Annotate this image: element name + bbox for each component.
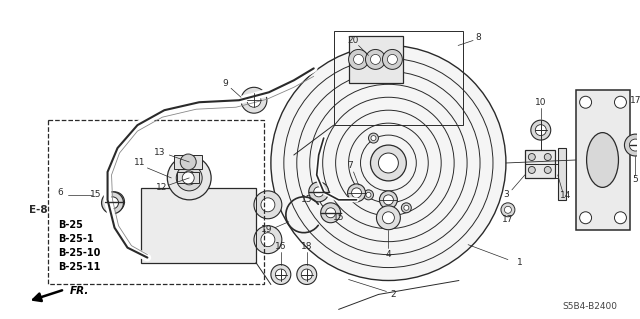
Circle shape [529,153,535,160]
Circle shape [254,191,282,219]
Text: 2: 2 [390,290,396,299]
Circle shape [321,203,340,223]
Text: 17: 17 [630,96,640,105]
Circle shape [254,226,282,254]
Bar [575,90,630,230]
Text: B-25: B-25 [58,220,83,230]
Ellipse shape [587,133,618,187]
Circle shape [348,184,365,202]
Text: 8: 8 [475,33,481,42]
Bar [349,35,403,83]
Circle shape [349,49,369,69]
Text: 11: 11 [134,159,145,167]
Text: 16: 16 [275,242,287,251]
Text: B-25-10: B-25-10 [58,248,100,258]
Circle shape [297,264,317,285]
Text: 10: 10 [535,98,547,107]
Circle shape [271,264,291,285]
Bar [333,31,463,125]
Text: B-25-1: B-25-1 [58,234,93,244]
Circle shape [401,203,412,213]
Circle shape [275,269,286,280]
Circle shape [182,171,196,185]
Circle shape [531,120,551,140]
Bar [557,148,566,200]
Text: 20: 20 [347,36,358,45]
Text: 7: 7 [348,161,353,170]
Circle shape [544,167,551,174]
Circle shape [353,55,364,64]
Text: 12: 12 [156,183,167,192]
Text: 15: 15 [301,195,312,204]
Text: 6: 6 [57,188,63,197]
Text: S5B4-B2400: S5B4-B2400 [563,302,618,311]
Circle shape [369,133,378,143]
Circle shape [104,192,125,212]
Circle shape [404,205,409,210]
Circle shape [366,192,371,197]
Circle shape [501,203,515,217]
Circle shape [614,96,627,108]
Circle shape [371,55,380,64]
Circle shape [364,190,374,200]
Circle shape [301,269,312,280]
Text: 19: 19 [261,225,273,234]
Circle shape [261,233,275,247]
Text: E-8: E-8 [29,205,47,215]
Text: 4: 4 [385,250,391,259]
Text: 17: 17 [502,215,514,224]
Circle shape [387,55,397,64]
Text: FR.: FR. [70,286,89,296]
Bar [48,120,264,285]
Circle shape [544,153,551,160]
Circle shape [376,206,401,230]
Circle shape [580,212,591,224]
Bar [174,155,202,169]
Text: 15: 15 [90,190,101,199]
Text: 5: 5 [632,175,638,184]
Circle shape [102,192,124,214]
Circle shape [378,153,398,173]
Text: 14: 14 [560,191,572,200]
Circle shape [261,198,275,212]
Circle shape [271,46,506,280]
Circle shape [371,145,406,181]
Circle shape [580,96,591,108]
Circle shape [365,49,385,69]
Text: 1: 1 [517,258,523,267]
Circle shape [109,197,120,207]
Bar [525,150,555,178]
Circle shape [247,93,261,107]
Text: 9: 9 [222,79,228,88]
Text: 15: 15 [333,213,344,222]
Circle shape [176,165,202,191]
Text: 13: 13 [154,147,165,157]
Circle shape [371,136,376,141]
Circle shape [180,154,196,170]
Circle shape [625,134,640,156]
Bar [141,188,256,263]
Circle shape [504,206,511,213]
Circle shape [351,188,362,198]
Circle shape [182,172,194,184]
Circle shape [529,167,535,174]
Circle shape [241,87,267,113]
Bar [177,172,199,183]
Circle shape [326,208,335,218]
Circle shape [383,195,394,205]
Circle shape [535,125,547,136]
Circle shape [314,187,324,197]
Circle shape [167,156,211,200]
Text: 3: 3 [503,190,509,199]
Text: B-25-11: B-25-11 [58,262,100,271]
Circle shape [380,191,397,209]
Circle shape [308,182,329,202]
Circle shape [614,212,627,224]
Circle shape [629,139,640,151]
Circle shape [383,212,394,224]
Circle shape [107,197,118,209]
Text: 18: 18 [301,242,312,251]
Circle shape [383,49,403,69]
